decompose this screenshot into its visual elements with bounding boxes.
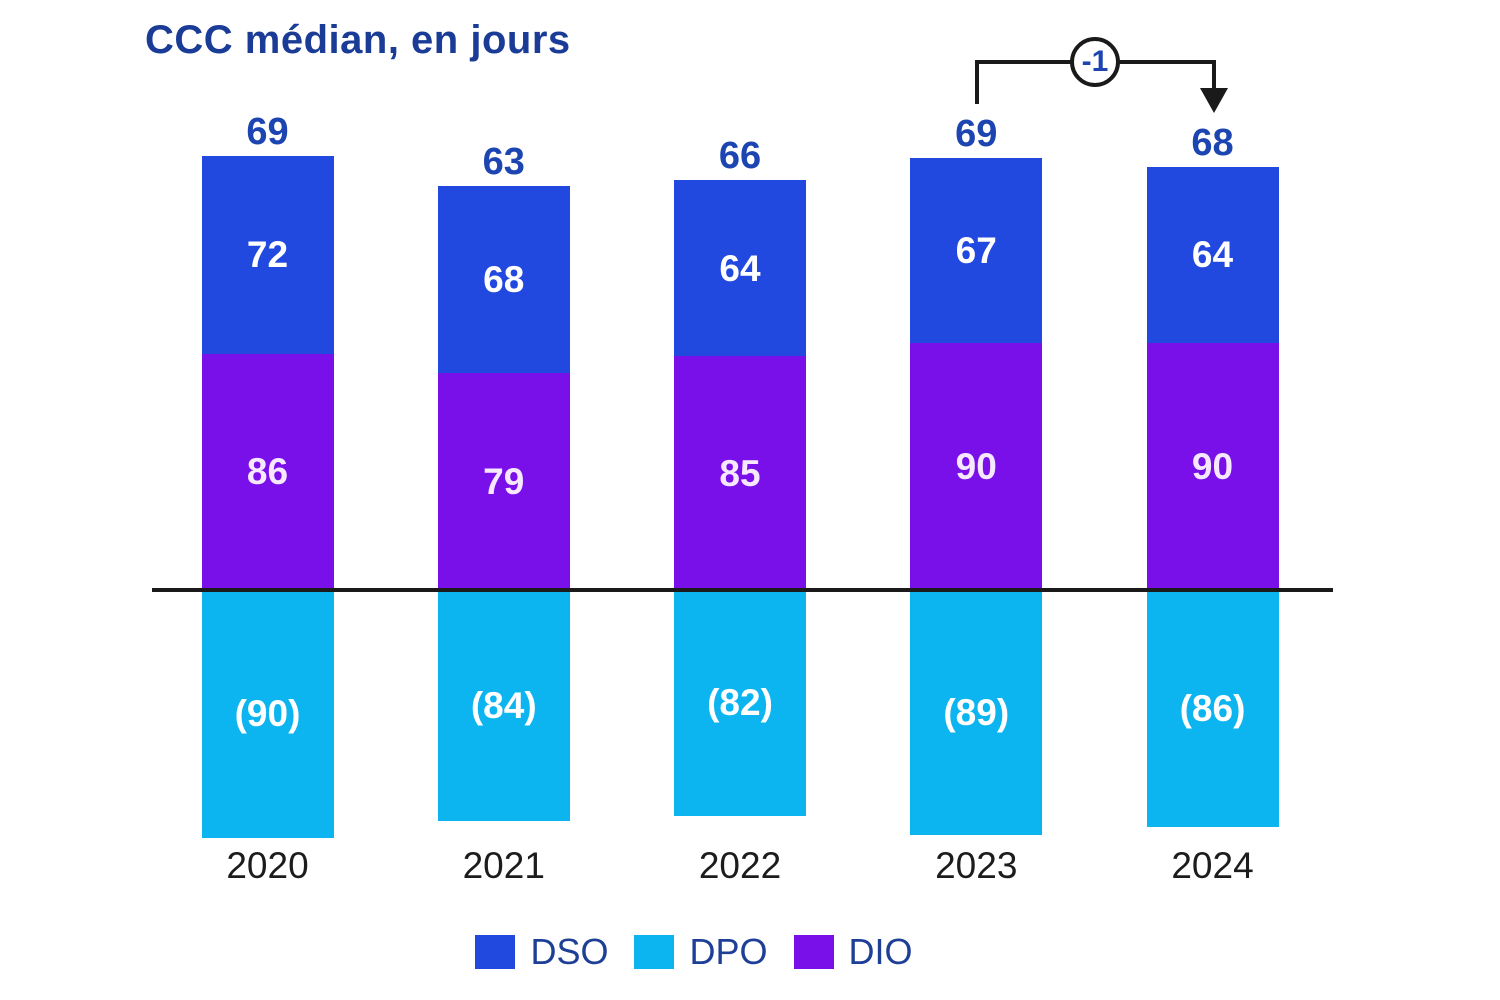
bar-segment-dso-2023: 67 <box>910 158 1043 343</box>
total-label-2020: 69 <box>246 110 289 153</box>
bar-segment-dio-2022: 85 <box>674 356 806 590</box>
bar-segment-dso-2024: 64 <box>1146 166 1279 343</box>
bar-segment-dio-2021: 79 <box>437 372 570 590</box>
total-label-2023: 69 <box>955 113 998 156</box>
annotation-arrow-shaft <box>1212 60 1216 92</box>
year-label-2024: 2024 <box>1171 845 1254 886</box>
total-label-2024: 68 <box>1191 121 1234 164</box>
year-label-2022: 2022 <box>698 845 782 886</box>
year-label-2020: 2020 <box>226 845 309 886</box>
year-label-2021: 2021 <box>462 845 545 886</box>
total-label-2022: 66 <box>718 135 762 178</box>
total-label-2021: 63 <box>482 140 525 183</box>
legend-label-dso: DSO <box>530 931 609 972</box>
chart-legend: DSO DPO DIO <box>0 934 1388 970</box>
bar-segment-dio-2020: 86 <box>201 353 334 590</box>
legend-item-dio: DIO <box>793 931 913 972</box>
year-label-2023: 2023 <box>935 845 1018 886</box>
bar-segment-dpo-2020: (90) <box>201 590 334 838</box>
bar-segment-dpo-2022: (82) <box>674 590 806 816</box>
chart-title: CCC médian, en jours <box>145 18 571 62</box>
annotation-arrowhead-down-icon <box>1200 88 1228 113</box>
annotation-delta-label: -1 <box>1081 45 1109 78</box>
bar-segment-dso-2022: 64 <box>674 180 806 357</box>
zero-axis-line <box>152 588 1333 592</box>
bar-segment-dpo-2023: (89) <box>910 590 1043 835</box>
legend-item-dso: DSO <box>475 934 608 970</box>
bar-segment-dso-2021: 68 <box>437 185 570 373</box>
legend-swatch-dso <box>475 935 516 969</box>
bar-segment-dio-2024: 90 <box>1146 342 1279 590</box>
bar-segment-dio-2023: 90 <box>910 342 1043 590</box>
annotation-delta-badge: -1 <box>1070 37 1120 87</box>
legend-swatch-dio <box>793 935 834 969</box>
legend-label-dpo: DPO <box>689 931 768 972</box>
bar-segment-dpo-2024: (86) <box>1146 590 1279 827</box>
legend-item-dpo: DPO <box>634 931 768 972</box>
legend-label-dio: DIO <box>848 931 913 972</box>
legend-swatch-dpo <box>634 935 675 969</box>
bar-segment-dpo-2021: (84) <box>437 590 570 821</box>
bar-segment-dso-2020: 72 <box>201 155 334 354</box>
annotation-bracket-left-line <box>975 60 979 104</box>
